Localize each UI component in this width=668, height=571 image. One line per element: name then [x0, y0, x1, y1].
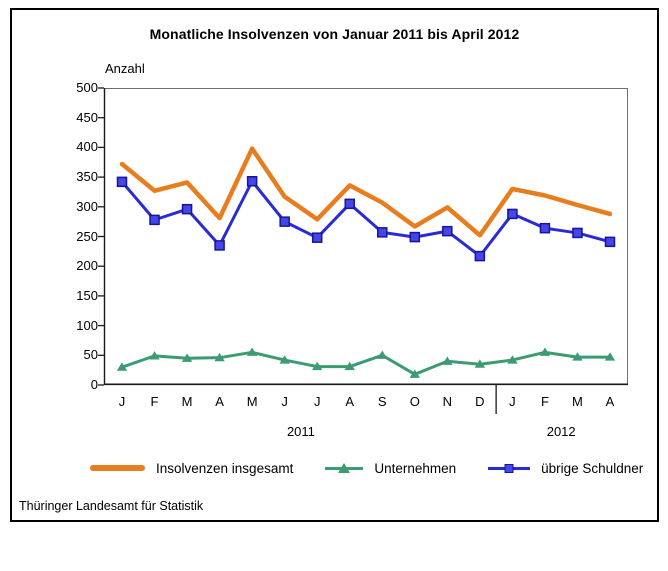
x-month-label: M — [572, 394, 583, 409]
legend-item-insgesamt: Insolvenzen insgesamt — [90, 461, 293, 476]
x-month-label: O — [409, 394, 420, 409]
marker-square — [474, 250, 486, 262]
legend-marker-square — [504, 463, 514, 473]
marker-square — [377, 227, 388, 238]
legend-item-unternehmen: Unternehmen — [325, 461, 456, 476]
y-axis-title: Anzahl — [105, 61, 145, 76]
y-tick-label: 300 — [76, 198, 98, 214]
y-tick-label: 200 — [76, 258, 98, 274]
marker-square — [181, 203, 193, 215]
marker-square — [539, 222, 551, 234]
marker-square — [149, 214, 160, 226]
x-month-label: F — [540, 394, 549, 409]
y-tick-label: 500 — [76, 80, 98, 95]
x-month-label: F — [150, 394, 159, 409]
x-month-label: N — [442, 394, 453, 409]
marker-triangle — [377, 350, 388, 359]
marker-triangle — [442, 356, 453, 365]
marker-triangle — [507, 355, 518, 364]
marker-square — [442, 225, 453, 237]
legend-label-uebrige: übrige Schuldner — [541, 460, 644, 476]
plot-svg — [98, 87, 628, 414]
y-tick-label: 100 — [76, 317, 98, 333]
legend-label-unternehmen: Unternehmen — [374, 460, 457, 476]
year-label: 2012 — [546, 424, 576, 439]
chart-frame: Monatliche Insolvenzen von Januar 2011 b… — [10, 8, 659, 522]
source-note: Thüringer Landesamt für Statistik — [19, 499, 204, 513]
x-axis-year-labels: 2011 2012 — [104, 424, 628, 440]
x-month-label: S — [377, 394, 387, 409]
marker-square — [507, 208, 518, 220]
marker-square — [279, 216, 290, 227]
y-tick-label: 150 — [76, 287, 98, 303]
y-tick-label: 0 — [90, 377, 98, 392]
x-month-label: M — [246, 394, 258, 409]
series-line-2 — [120, 179, 612, 258]
series-line-0 — [119, 146, 613, 238]
marker-triangle — [279, 355, 290, 364]
marker-triangle — [312, 361, 323, 371]
y-tick-label: 400 — [76, 139, 98, 155]
legend-marker-triangle-line-icon — [325, 462, 364, 475]
x-month-label: J — [118, 394, 126, 409]
y-tick-label: 250 — [76, 228, 98, 244]
marker-triangle — [604, 352, 616, 361]
plot-area — [98, 87, 628, 414]
y-tick-label: 450 — [76, 109, 98, 125]
marker-square — [344, 198, 355, 210]
marker-triangle — [149, 351, 160, 360]
marker-triangle — [539, 347, 551, 356]
legend-marker-triangle — [338, 462, 351, 473]
marker-square — [214, 240, 225, 251]
legend-label-insgesamt: Insolvenzen insgesamt — [156, 460, 294, 476]
chart-legend: Insolvenzen insgesamt Unternehmen übrige… — [90, 457, 643, 479]
x-month-label: J — [313, 394, 321, 409]
marker-square — [311, 232, 323, 243]
y-axis-tick-labels: 0 50 100 150 200 250 300 350 400 450 500 — [50, 80, 98, 392]
marker-triangle — [116, 362, 128, 371]
marker-square — [409, 231, 421, 243]
marker-triangle — [181, 353, 193, 362]
plot-border — [104, 88, 628, 385]
legend-item-uebrige: übrige Schuldner — [488, 461, 643, 476]
legend-marker-square-line-icon — [488, 462, 531, 475]
year-label: 2011 — [286, 424, 315, 439]
legend-marker-total-line-icon — [90, 465, 145, 471]
marker-triangle — [474, 359, 486, 368]
y-tick-label: 50 — [83, 347, 98, 363]
x-month-label: D — [475, 394, 485, 409]
x-month-label: M — [181, 394, 193, 409]
x-month-label: J — [281, 394, 288, 409]
marker-square — [116, 176, 128, 188]
chart-title: Monatliche Insolvenzen von Januar 2011 b… — [149, 26, 520, 42]
marker-triangle — [572, 352, 583, 361]
marker-triangle — [246, 347, 258, 356]
series-line-1 — [120, 350, 612, 376]
x-month-label: J — [509, 394, 516, 409]
x-month-label: A — [215, 394, 224, 409]
marker-triangle — [344, 361, 355, 371]
y-tick-label: 350 — [76, 169, 98, 185]
x-month-label: A — [605, 394, 615, 409]
marker-triangle — [409, 369, 420, 378]
marker-square — [246, 176, 258, 187]
marker-square — [604, 236, 616, 248]
x-month-label: A — [345, 394, 355, 409]
marker-triangle — [214, 352, 225, 362]
marker-square — [572, 227, 583, 239]
